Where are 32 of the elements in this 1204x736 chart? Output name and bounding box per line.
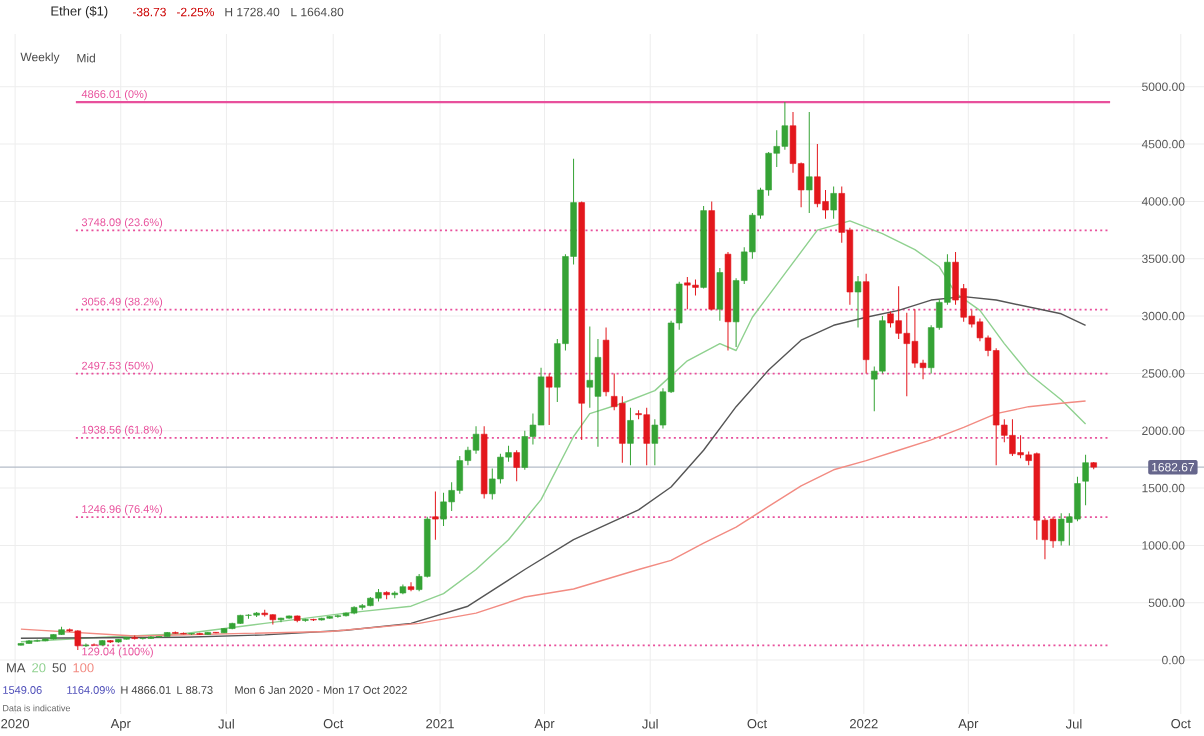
candlestick [716,267,724,322]
candlestick [1074,476,1081,522]
candlestick [806,111,813,214]
candlestick [619,395,626,464]
candlestick [903,312,910,397]
candlestick [854,275,862,329]
candlestick [1082,454,1089,506]
candlestick [513,449,520,482]
candlestick [814,143,821,208]
candlestick [545,372,553,426]
candlestick [684,276,691,310]
line-series [20,220,1087,643]
candlestick [1009,418,1016,457]
candlestick [456,455,463,495]
candlestick [1017,434,1024,459]
candlestick [269,613,277,626]
candlestick [586,325,594,409]
candlestick [1049,516,1057,549]
candlestick [830,186,837,220]
candlestick [440,492,447,527]
line-series [20,400,1087,637]
candlestick [521,430,528,471]
candlestick [911,308,919,369]
candlestick [594,338,602,448]
candlestick [432,491,439,541]
candlestick [1058,512,1065,546]
candlestick [781,101,789,151]
candlestick [643,407,650,466]
candlestick [82,642,90,648]
candlestick [895,285,902,340]
candlestick [627,407,634,466]
candlestick [74,629,81,651]
